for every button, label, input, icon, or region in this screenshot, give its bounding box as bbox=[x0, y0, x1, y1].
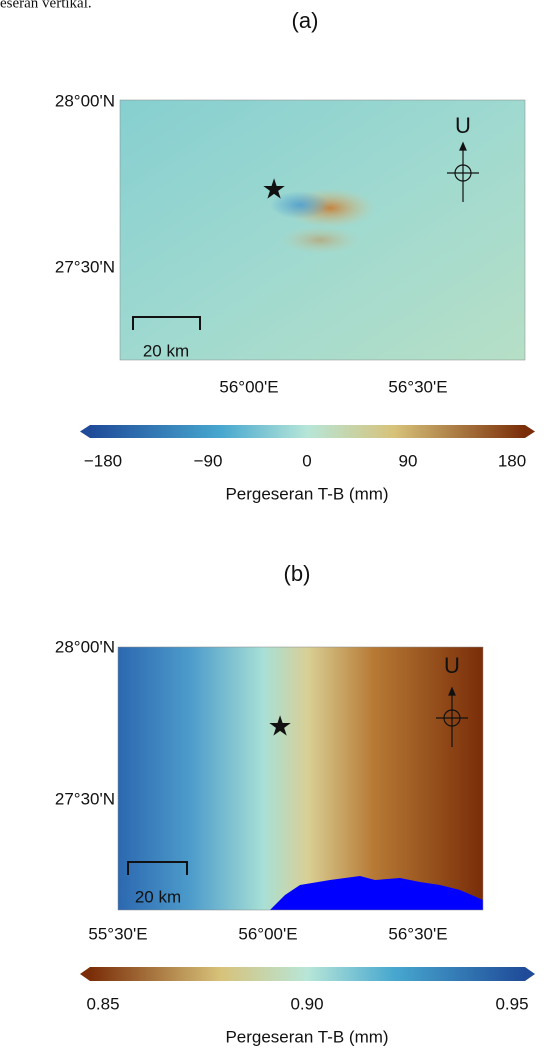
lon-label: 56°30'E bbox=[388, 377, 447, 396]
colorbar-tick: −90 bbox=[194, 451, 223, 470]
figure: eseran vertikal. (a) 28°00'N 27°30'N 56°… bbox=[0, 0, 545, 1057]
map-b bbox=[118, 647, 483, 910]
colorbar-tick: 0.95 bbox=[495, 994, 528, 1013]
colorbar bbox=[80, 967, 535, 981]
lon-label: 55°30'E bbox=[88, 924, 147, 943]
panel-label: (a) bbox=[292, 8, 319, 33]
colorbar-label: Pergeseran T-B (mm) bbox=[225, 1027, 388, 1046]
scale-label: 20 km bbox=[135, 887, 181, 906]
colorbar bbox=[80, 425, 535, 438]
look-direction: U bbox=[455, 113, 471, 138]
scale-label: 20 km bbox=[143, 341, 189, 360]
colorbar-tick: 0.85 bbox=[86, 994, 119, 1013]
lon-label: 56°30'E bbox=[388, 924, 447, 943]
colorbar-label: Pergeseran T-B (mm) bbox=[225, 484, 388, 503]
look-direction: U bbox=[444, 653, 460, 678]
colorbar-tick: 0 bbox=[302, 451, 311, 470]
caption-fragment: eseran vertikal. bbox=[0, 0, 92, 11]
epicenter-star: ★ bbox=[267, 710, 292, 741]
colorbar-tick: 0.90 bbox=[290, 994, 323, 1013]
colorbar-tick: −180 bbox=[84, 451, 122, 470]
lat-label: 27°30'N bbox=[55, 257, 115, 276]
colorbar-tick: 180 bbox=[498, 451, 526, 470]
lon-label: 56°00'E bbox=[238, 924, 297, 943]
map-a bbox=[120, 100, 525, 360]
lat-label: 28°00'N bbox=[55, 91, 115, 110]
panel-label: (b) bbox=[284, 561, 311, 586]
lat-label: 27°30'N bbox=[55, 789, 115, 808]
lat-label: 28°00'N bbox=[55, 637, 115, 656]
lon-label: 56°00'E bbox=[219, 377, 278, 396]
colorbar-tick: 90 bbox=[399, 451, 418, 470]
epicenter-star: ★ bbox=[261, 173, 286, 204]
